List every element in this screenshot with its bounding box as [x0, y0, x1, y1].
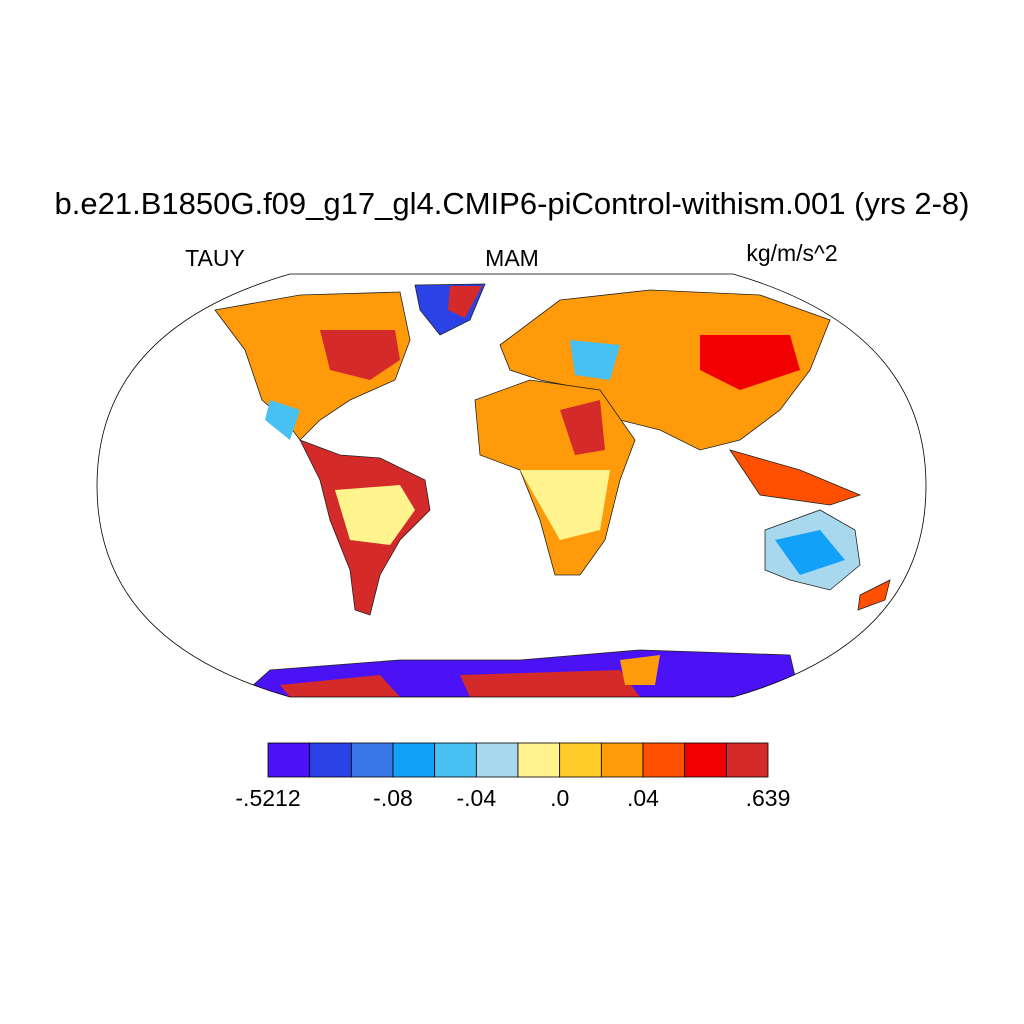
- colorbar-box: [684, 742, 727, 778]
- colorbar-box: [725, 742, 769, 778]
- colorbar-label: .04: [627, 785, 659, 811]
- colorbar-box: [309, 742, 352, 778]
- colorbar-box: [434, 742, 477, 778]
- units-label: kg/m/s^2: [746, 240, 837, 266]
- colorbar: -.5212 -.08 -.04 .0 .04 .639: [235, 742, 791, 811]
- map-outline: [96, 273, 927, 698]
- colorbar-box: [642, 742, 686, 778]
- colorbar-label: .0: [550, 785, 569, 811]
- title: b.e21.B1850G.f09_g17_gl4.CMIP6-piControl…: [55, 186, 970, 221]
- colorbar-box: [267, 742, 311, 778]
- colorbar-label: -.5212: [235, 785, 300, 811]
- colorbar-box: [392, 742, 436, 778]
- season-label: MAM: [485, 245, 539, 271]
- colorbar-box: [475, 742, 519, 778]
- colorbar-box: [600, 742, 644, 778]
- land-field: [214, 283, 891, 697]
- colorbar-box: [350, 742, 394, 778]
- colorbar-box: [517, 742, 561, 778]
- colorbar-label: -.08: [373, 785, 413, 811]
- colorbar-box: [559, 742, 602, 778]
- map: [96, 273, 927, 698]
- colorbar-label: .639: [746, 785, 791, 811]
- colorbar-label: -.04: [457, 785, 497, 811]
- variable-label: TAUY: [185, 245, 245, 271]
